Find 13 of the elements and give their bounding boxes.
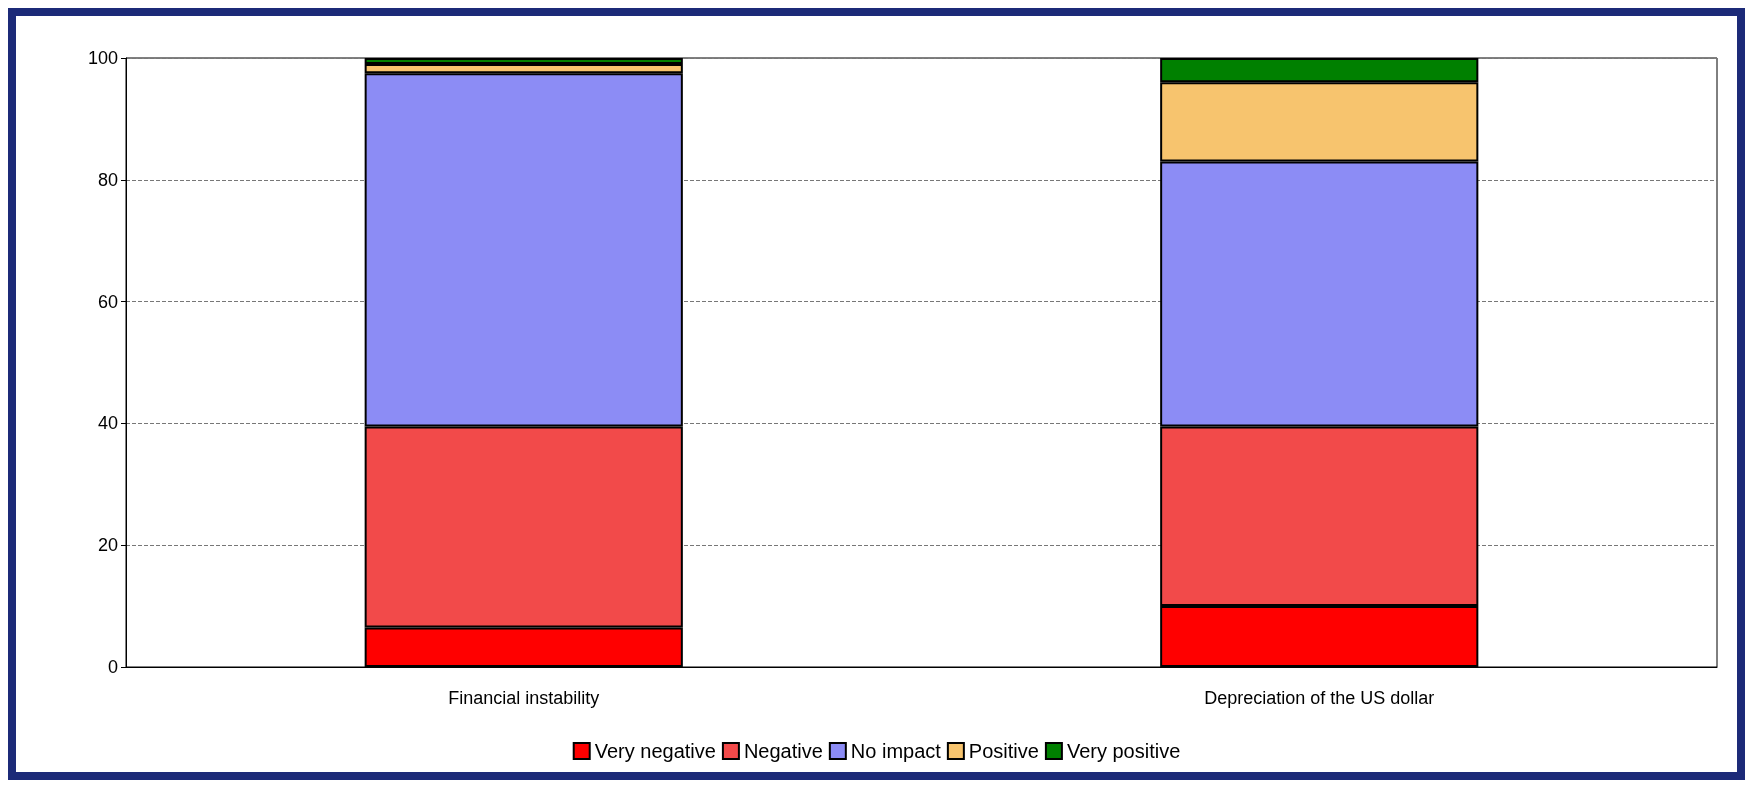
legend-label: Very positive <box>1066 740 1181 762</box>
legend-label: Positive <box>968 740 1039 762</box>
x-tick-label: Financial instability <box>448 688 600 708</box>
y-tick-label: 20 <box>97 535 118 556</box>
y-tick-label: 0 <box>107 657 118 677</box>
legend-label: Very negative <box>594 740 716 762</box>
y-tick-label: 80 <box>97 169 118 190</box>
y-tick-label: 60 <box>97 291 118 312</box>
legend-label: Negative <box>743 740 823 762</box>
legend-label: No impact <box>850 740 942 762</box>
x-tick-label: Depreciation of the US dollar <box>1204 688 1435 708</box>
y-tick-label: 40 <box>97 413 118 434</box>
y-tick-label: 100 <box>87 48 118 68</box>
